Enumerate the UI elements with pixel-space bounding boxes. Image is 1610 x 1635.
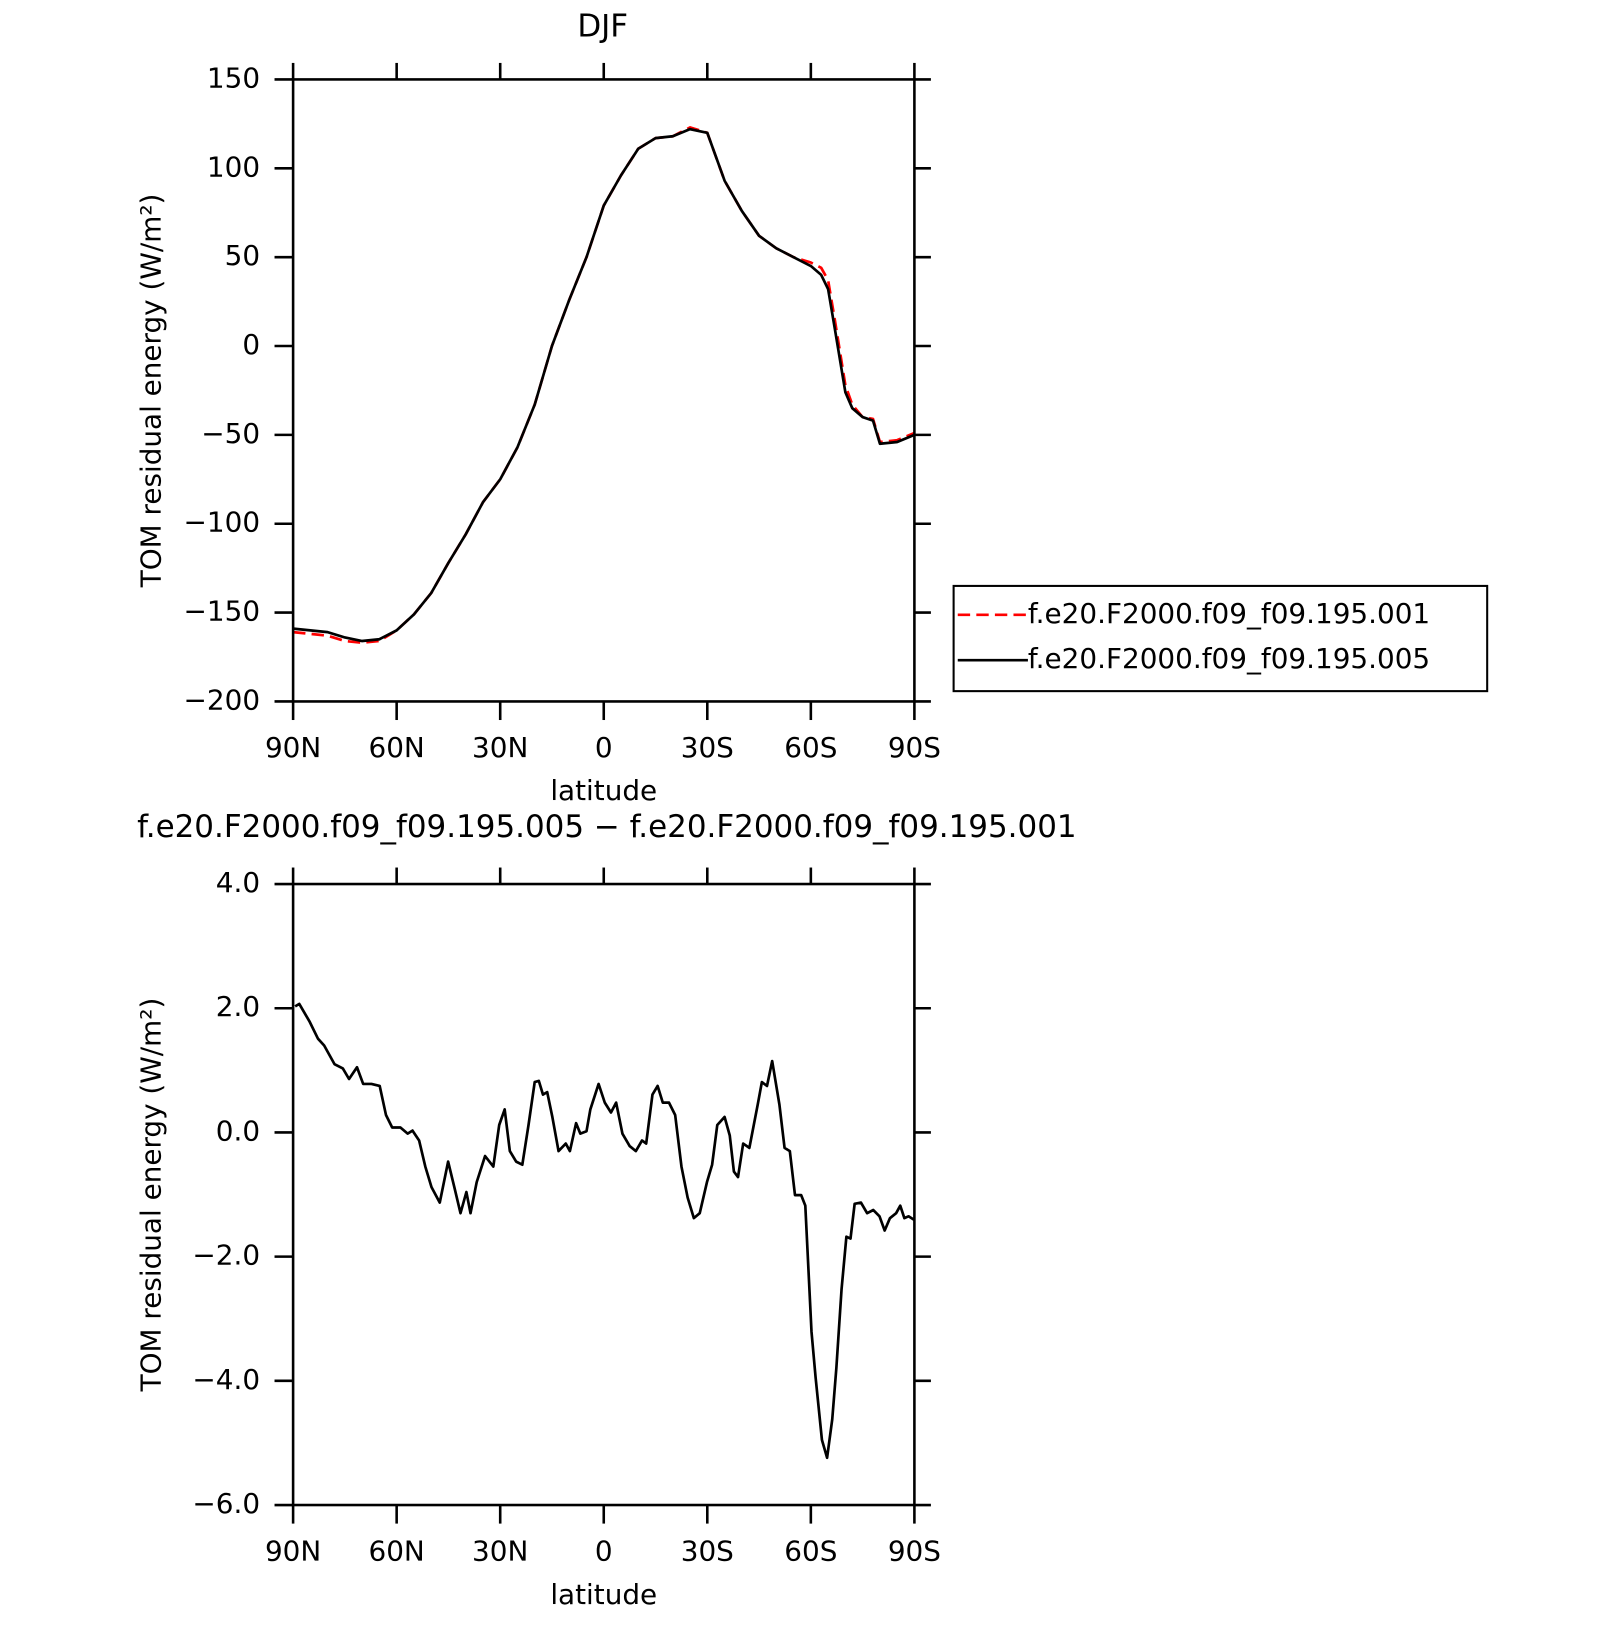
x-tick-label: 60S bbox=[784, 731, 837, 764]
x-tick-label: 90N bbox=[265, 1534, 321, 1567]
x-tick-label: 0 bbox=[595, 731, 613, 764]
legend-box bbox=[952, 584, 1489, 693]
x-tick-label: 90S bbox=[888, 1534, 941, 1567]
legend-label: f.e20.F2000.f09_f09.195.005 bbox=[1028, 642, 1430, 675]
plot-frame bbox=[291, 882, 916, 1507]
plot-frame bbox=[291, 78, 916, 703]
y-tick-label: −50 bbox=[201, 417, 260, 450]
y-tick-label: −6.0 bbox=[192, 1487, 260, 1520]
x-tick-label: 60N bbox=[369, 731, 425, 764]
x-tick-label: 0 bbox=[595, 1534, 613, 1567]
y-tick-label: 100 bbox=[207, 150, 260, 183]
x-tick-label: 60N bbox=[369, 1534, 425, 1567]
x-tick-label: 90N bbox=[265, 731, 321, 764]
y-tick-label: 0.0 bbox=[216, 1114, 260, 1147]
y-axis-label: TOM residual energy (W/m²) bbox=[135, 998, 168, 1393]
x-tick-label: 30S bbox=[681, 1534, 734, 1567]
y-tick-label: −200 bbox=[184, 683, 261, 716]
legend-label: f.e20.F2000.f09_f09.195.001 bbox=[1028, 597, 1430, 630]
y-tick-label: 150 bbox=[207, 61, 260, 94]
y-tick-label: −100 bbox=[184, 506, 261, 539]
data-line bbox=[294, 1002, 916, 1460]
x-tick-label: 30N bbox=[472, 1534, 528, 1567]
data-line bbox=[292, 127, 915, 643]
y-tick-label: −150 bbox=[184, 595, 261, 628]
x-tick-label: 30S bbox=[681, 731, 734, 764]
y-tick-label: −2.0 bbox=[192, 1239, 260, 1272]
chart-title: DJF bbox=[577, 8, 628, 44]
y-tick-label: −4.0 bbox=[192, 1363, 260, 1396]
y-tick-label: 0 bbox=[242, 328, 260, 361]
y-tick-label: 50 bbox=[225, 239, 260, 272]
x-axis-label: latitude bbox=[550, 774, 657, 807]
y-tick-label: 2.0 bbox=[216, 990, 260, 1023]
x-tick-label: 60S bbox=[784, 1534, 837, 1567]
x-tick-label: 30N bbox=[472, 731, 528, 764]
y-axis-label: TOM residual energy (W/m²) bbox=[135, 194, 168, 589]
x-axis-label: latitude bbox=[550, 1578, 657, 1611]
y-tick-label: 4.0 bbox=[216, 866, 260, 899]
x-tick-label: 90S bbox=[888, 731, 941, 764]
chart-title: f.e20.F2000.f09_f09.195.005 − f.e20.F200… bbox=[137, 809, 1076, 845]
